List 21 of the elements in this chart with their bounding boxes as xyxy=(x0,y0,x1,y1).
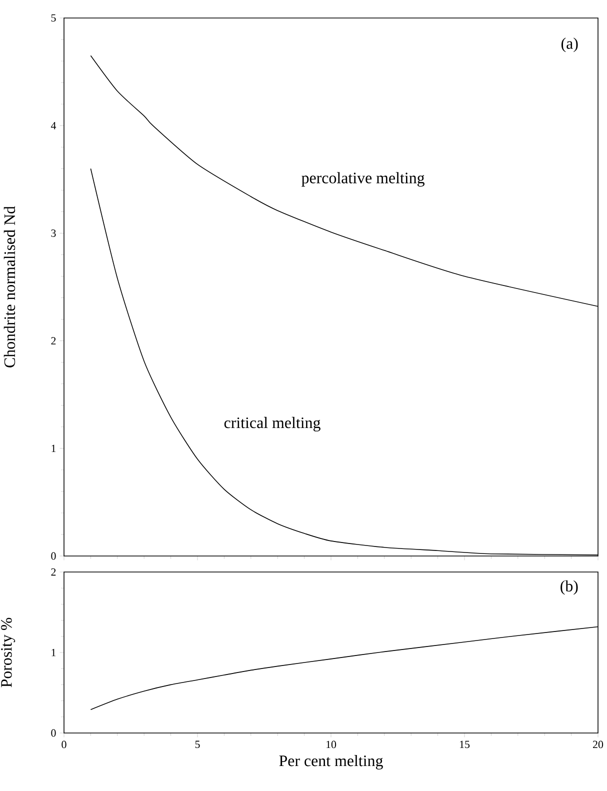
x-tick-label: 10 xyxy=(326,740,336,748)
y-tick-label: 2 xyxy=(51,337,56,344)
x-tick-label: 20 xyxy=(593,740,604,748)
annotation: (b) xyxy=(560,580,578,595)
x-tick-label: 15 xyxy=(460,740,470,748)
y-tick-label: 1 xyxy=(52,444,56,452)
y-tick-label: 2 xyxy=(51,568,56,576)
y-axis-title: Chondrite normalised Nd xyxy=(4,206,16,368)
text: critical melting xyxy=(224,416,320,432)
y-axis-title: Porosity % xyxy=(1,618,16,688)
y-tick-label: 0 xyxy=(51,729,56,737)
y-tick-label: 1 xyxy=(52,648,56,656)
x-tick-label: 5 xyxy=(195,740,200,748)
annotation: (a) xyxy=(561,38,578,52)
y-tick-label: 0 xyxy=(51,552,56,560)
x-axis-title: Per cent melting xyxy=(279,754,383,770)
y-tick-label: 3 xyxy=(51,230,56,237)
y-tick-label: 4 xyxy=(50,122,56,130)
series-label: percolative melting xyxy=(302,172,424,187)
x-tick-label: 0 xyxy=(62,740,66,748)
y-tick-label: 5 xyxy=(51,14,56,22)
